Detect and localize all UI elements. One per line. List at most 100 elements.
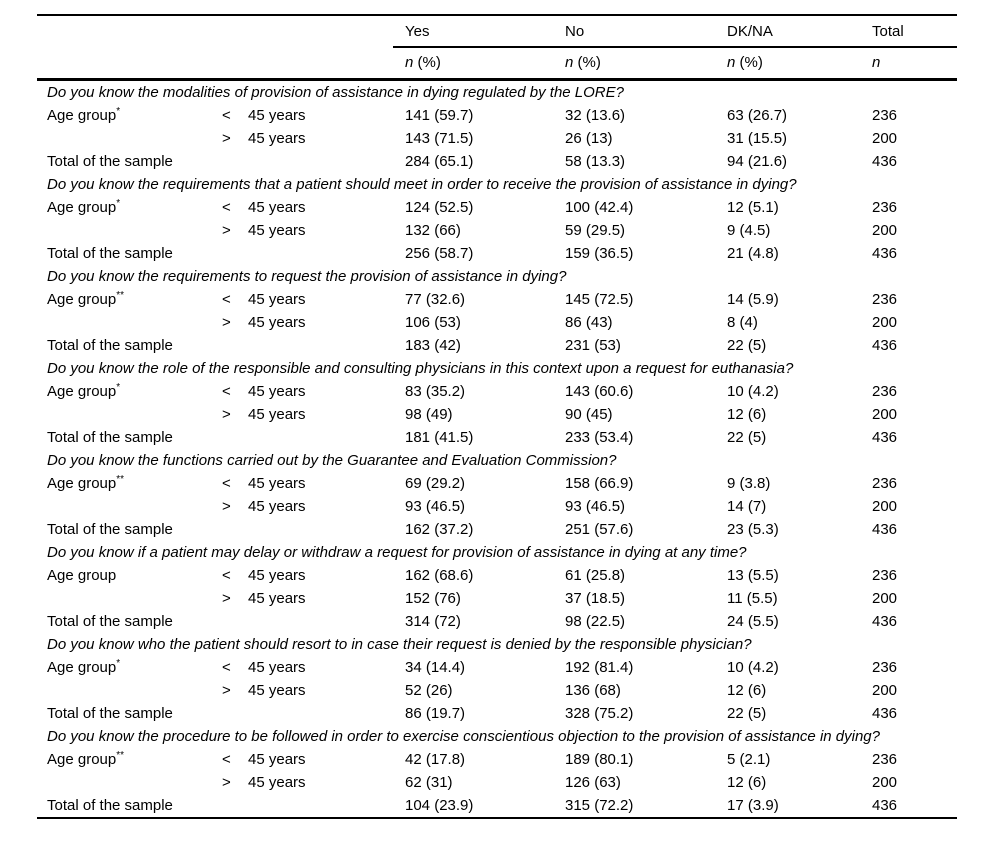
cell-no: 26 (13) xyxy=(565,129,613,147)
question-text: Do you know who the patient should resor… xyxy=(47,635,752,653)
cell-yes: 256 (58.7) xyxy=(405,244,474,262)
comparator-sign xyxy=(222,426,248,449)
cell-yes: 83 (35.2) xyxy=(405,382,466,400)
cell-no: 59 (29.5) xyxy=(565,221,626,239)
cell-yes: 314 (72) xyxy=(405,612,461,630)
data-row: >45 years 152 (76) 37 (18.5) 11 (5.5) 200 xyxy=(37,587,957,610)
n-symbol: n xyxy=(872,54,881,72)
cell-dkna: 21 (4.8) xyxy=(727,244,779,262)
comparator-sign: > xyxy=(222,773,231,791)
subheader-total: n xyxy=(860,47,957,81)
cell-yes: 162 (37.2) xyxy=(405,520,474,538)
row-label: Age group* xyxy=(37,656,222,679)
data-row: >45 years 62 (31) 126 (63) 12 (6) 200 xyxy=(37,771,957,794)
cell-yes: 162 (68.6) xyxy=(405,566,474,584)
age-band-label: 45 years xyxy=(248,290,306,308)
data-row: Age group** <45 years 42 (17.8) 189 (80.1) 5… xyxy=(37,748,957,771)
cell-yes: 86 (19.7) xyxy=(405,704,466,722)
header-row: Yes No DK/NA Total xyxy=(37,15,957,48)
comparator-sign xyxy=(222,702,248,725)
age-band-label: 45 years xyxy=(248,474,306,492)
cell-dkna: 10 (4.2) xyxy=(727,382,779,400)
comparator-sign: < xyxy=(222,474,231,492)
comparator-sign: > xyxy=(222,681,231,699)
cell-total: 200 xyxy=(872,129,898,147)
cell-no: 37 (18.5) xyxy=(565,589,626,607)
cell-no: 143 (60.6) xyxy=(565,382,634,400)
knowledge-survey-table: Yes No DK/NA Total n (%) n (%) n (%) n D… xyxy=(37,14,957,819)
cell-no: 61 (25.8) xyxy=(565,566,626,584)
row-label-text: Age group xyxy=(47,106,117,124)
cell-dkna: 12 (6) xyxy=(727,681,767,699)
row-label: Age group xyxy=(37,564,222,587)
cell-dkna: 22 (5) xyxy=(727,704,767,722)
cell-no: 189 (80.1) xyxy=(565,750,634,768)
n-symbol: n xyxy=(565,54,574,72)
question-row: Do you know the procedure to be followed… xyxy=(37,725,957,748)
cell-no: 145 (72.5) xyxy=(565,290,634,308)
cell-yes: 124 (52.5) xyxy=(405,198,474,216)
cell-no: 328 (75.2) xyxy=(565,704,634,722)
cell-total: 200 xyxy=(872,497,898,515)
question-row: Do you know the modalities of provision … xyxy=(37,79,957,104)
cell-total: 200 xyxy=(872,681,898,699)
percent-label: (%) xyxy=(573,54,601,72)
row-label-text: Age group xyxy=(47,382,117,400)
cell-dkna: 22 (5) xyxy=(727,428,767,446)
data-row: Age group* <45 years 141 (59.7) 32 (13.6) 63… xyxy=(37,104,957,127)
cell-yes: 93 (46.5) xyxy=(405,497,466,515)
question-row: Do you know the requirements that a pati… xyxy=(37,173,957,196)
cell-no: 136 (68) xyxy=(565,681,621,699)
data-row: Total of the sample 256 (58.7) 159 (36.5) 2… xyxy=(37,242,957,265)
question-row: Do you know who the patient should resor… xyxy=(37,633,957,656)
subheader-yes: n (%) xyxy=(393,47,553,81)
col-header-yes: Yes xyxy=(393,15,553,48)
significance-marker: ** xyxy=(116,473,125,485)
cell-yes: 143 (71.5) xyxy=(405,129,474,147)
row-label: Total of the sample xyxy=(37,242,222,265)
cell-yes: 181 (41.5) xyxy=(405,428,474,446)
age-band-label: 45 years xyxy=(248,405,306,423)
age-band-label: 45 years xyxy=(248,658,306,676)
data-row: Total of the sample 86 (19.7) 328 (75.2) 22… xyxy=(37,702,957,725)
cell-total: 200 xyxy=(872,773,898,791)
cell-no: 231 (53) xyxy=(565,336,621,354)
cell-no: 159 (36.5) xyxy=(565,244,634,262)
age-band-label: 45 years xyxy=(248,773,306,791)
question-text: Do you know the modalities of provision … xyxy=(47,83,624,101)
cell-total: 236 xyxy=(872,198,898,216)
data-row: Age group* <45 years 34 (14.4) 192 (81.4) 10… xyxy=(37,656,957,679)
cell-yes: 42 (17.8) xyxy=(405,750,466,768)
cell-no: 100 (42.4) xyxy=(565,198,634,216)
row-label-text: Age group xyxy=(47,750,117,768)
col-header-no: No xyxy=(553,15,715,48)
row-label-text: Age group xyxy=(47,198,117,216)
row-label: Total of the sample xyxy=(37,426,222,449)
data-row: >45 years 132 (66) 59 (29.5) 9 (4.5) 200 xyxy=(37,219,957,242)
age-band-label: 45 years xyxy=(248,382,306,400)
row-label xyxy=(37,587,222,610)
row-label-text: Total of the sample xyxy=(47,152,173,170)
subheader-dkna: n (%) xyxy=(715,47,860,81)
cell-yes: 104 (23.9) xyxy=(405,796,474,814)
row-label-text: Total of the sample xyxy=(47,520,173,538)
age-band-label xyxy=(248,334,393,357)
comparator-sign: < xyxy=(222,658,231,676)
cell-yes: 152 (76) xyxy=(405,589,461,607)
age-band-label: 45 years xyxy=(248,589,306,607)
cell-total: 200 xyxy=(872,589,898,607)
age-band-label: 45 years xyxy=(248,129,306,147)
age-band-label xyxy=(248,150,393,173)
comparator-sign xyxy=(222,610,248,633)
question-text: Do you know if a patient may delay or wi… xyxy=(47,543,747,561)
significance-marker: ** xyxy=(116,749,125,761)
question-row: Do you know the requirements to request … xyxy=(37,265,957,288)
data-row: Total of the sample 183 (42) 231 (53) 22 (5… xyxy=(37,334,957,357)
cell-yes: 69 (29.2) xyxy=(405,474,466,492)
row-label xyxy=(37,219,222,242)
age-band-label xyxy=(248,702,393,725)
age-band-label xyxy=(248,242,393,265)
data-row: Age group** <45 years 69 (29.2) 158 (66.9) 9… xyxy=(37,472,957,495)
age-band-label xyxy=(248,426,393,449)
row-label-text: Total of the sample xyxy=(47,336,173,354)
